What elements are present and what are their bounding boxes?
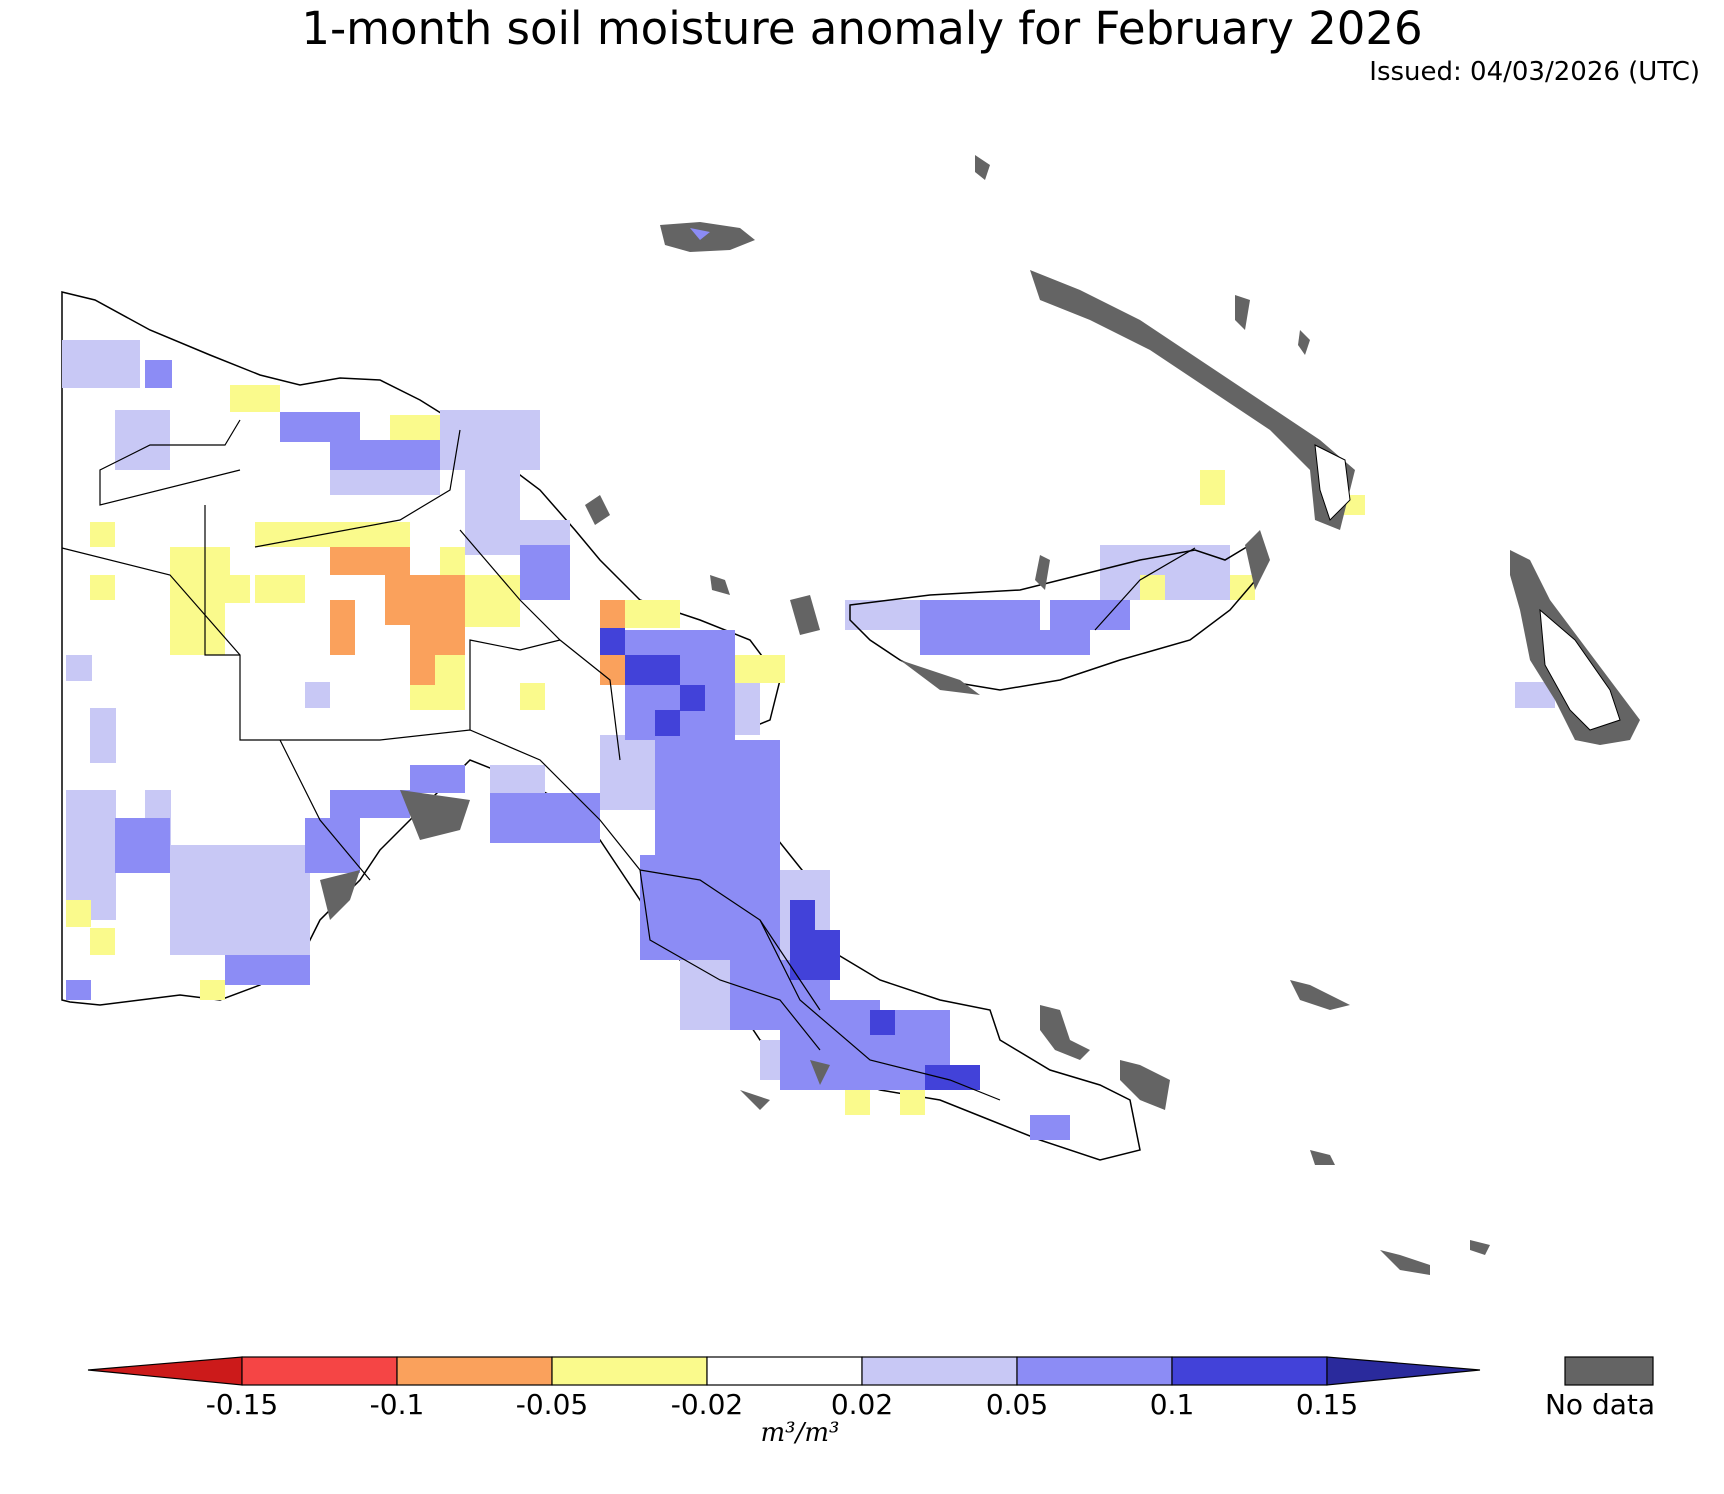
map-title: 1-month soil moisture anomaly for Februa…	[301, 2, 1423, 55]
colorbar-bin-3	[551, 1356, 708, 1386]
colorbar-bin-4	[706, 1356, 863, 1386]
units-label: m³/m³	[760, 1418, 840, 1448]
tick-label: 0.15	[1295, 1388, 1359, 1421]
tick-label: -0.15	[205, 1388, 279, 1421]
tick-label: -0.02	[670, 1388, 744, 1421]
tick-label: 0.05	[985, 1388, 1049, 1421]
new-ireland-tip	[1314, 444, 1351, 521]
small-islands	[585, 155, 1490, 1275]
tick-label: 0.02	[830, 1388, 894, 1421]
tick-label: 0.1	[1149, 1388, 1195, 1421]
nodata-label: No data	[1544, 1388, 1656, 1421]
colorbar-bin-6	[1016, 1356, 1173, 1386]
new-britain-nodata-south	[900, 660, 980, 695]
colorbar-bin-5	[861, 1356, 1018, 1386]
new-britain-nodata-east	[1245, 530, 1270, 590]
issued-date: Issued: 04/03/2026 (UTC)	[1369, 57, 1700, 87]
colorbar-bin-2	[396, 1356, 553, 1386]
province-boundaries	[61, 419, 1196, 1101]
tick-label: -0.1	[369, 1388, 425, 1421]
colorbar-bin-7	[1171, 1356, 1328, 1386]
colorbar-bin-1	[241, 1356, 398, 1386]
colorbar-arrow-low	[87, 1356, 243, 1386]
coast-detail	[320, 790, 470, 920]
colorbar-arrow-high	[1326, 1356, 1481, 1386]
anomaly-grid	[62, 340, 1555, 1140]
nodata-swatch	[1564, 1356, 1654, 1386]
tick-label: -0.05	[515, 1388, 589, 1421]
new-ireland	[1030, 270, 1355, 530]
manus-island	[660, 222, 755, 252]
